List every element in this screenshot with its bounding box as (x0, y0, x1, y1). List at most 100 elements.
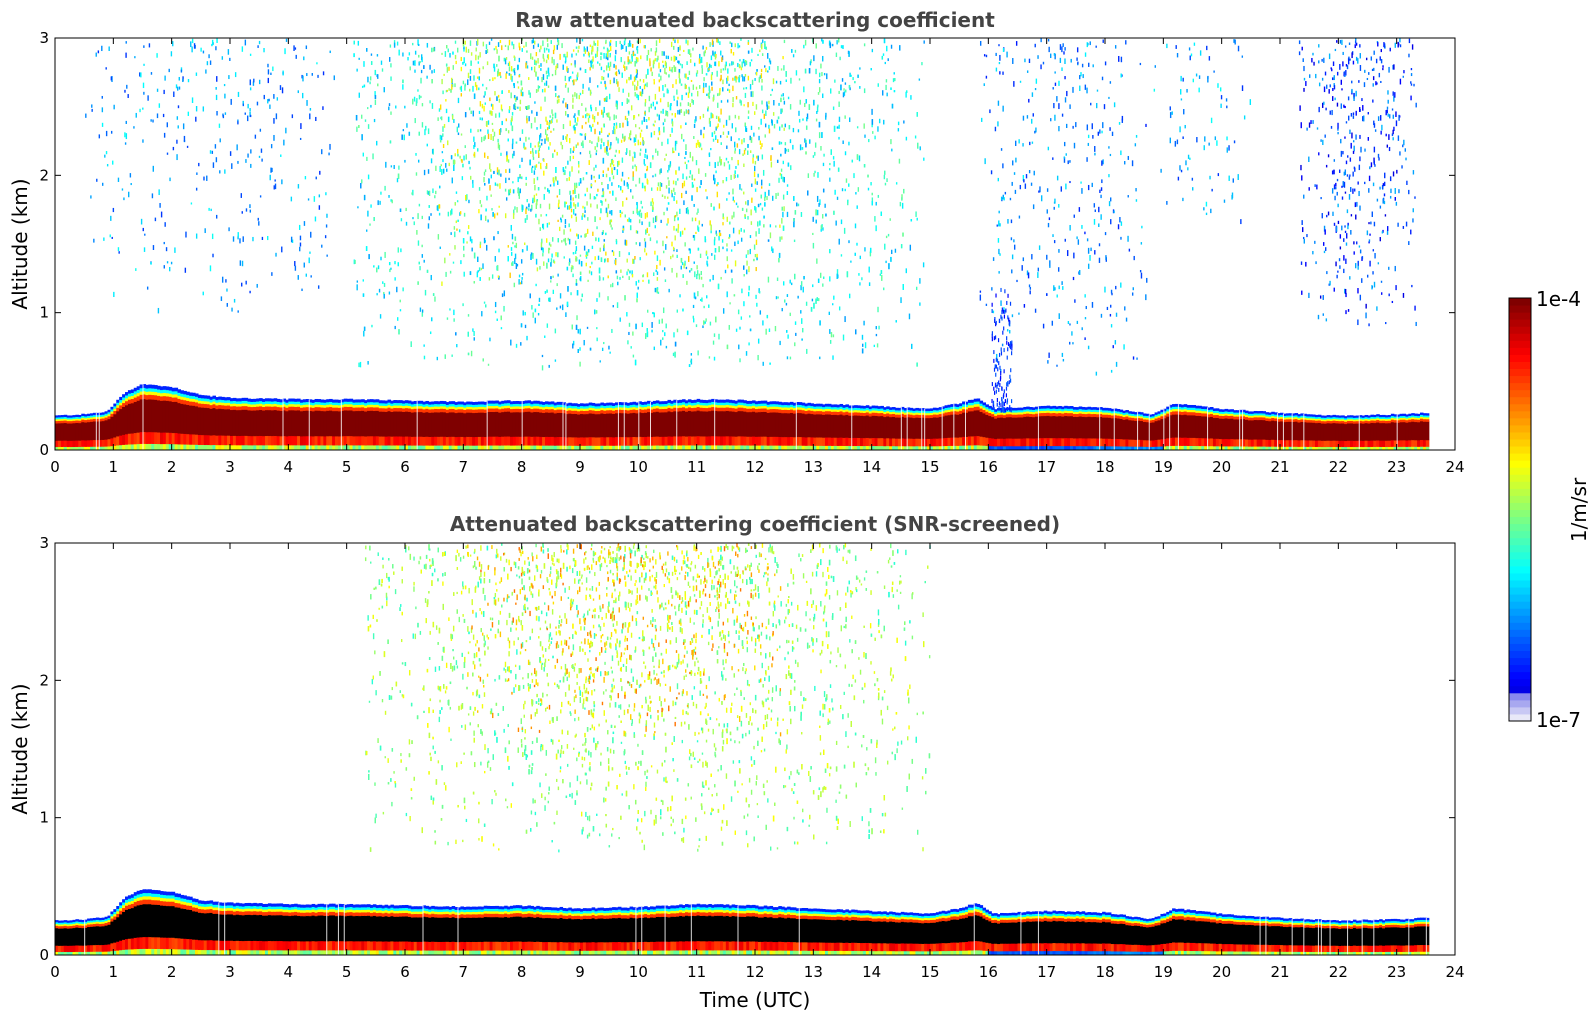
aerosol-pixel (142, 139, 144, 143)
aerosol-pixel (293, 45, 295, 51)
boundary-layer-cell (308, 399, 313, 403)
boundary-layer-cell (1180, 404, 1185, 408)
aerosol-pixel (730, 249, 733, 252)
aerosol-pixel (714, 51, 716, 55)
boundary-layer-cell (197, 403, 202, 408)
boundary-layer-cell (197, 400, 202, 404)
boundary-layer-cell (1332, 416, 1337, 419)
boundary-layer-cell (323, 399, 327, 403)
boundary-layer-cell (57, 440, 62, 448)
boundary-layer-cell (413, 408, 418, 413)
boundary-layer-cell (1215, 410, 1220, 413)
boundary-layer-cell (1037, 410, 1042, 414)
boundary-layer-cell (477, 436, 482, 446)
boundary-layer-cell (340, 444, 345, 451)
boundary-layer-cell (1396, 422, 1401, 441)
boundary-layer-cell (1198, 412, 1202, 417)
boundary-layer-cell (944, 407, 949, 411)
boundary-layer-cell (422, 445, 427, 451)
boundary-layer-cell (1055, 445, 1059, 451)
aerosol-pixel (883, 119, 885, 125)
boundary-layer-cell (384, 403, 389, 407)
boundary-layer-cell (825, 406, 829, 409)
boundary-layer-cell (256, 406, 260, 411)
aerosol-pixel (564, 219, 567, 225)
boundary-layer-cell (425, 403, 429, 407)
boundary-layer-cell (381, 402, 386, 406)
boundary-layer-cell (113, 413, 117, 438)
aerosol-pixel (96, 178, 98, 182)
aerosol-pixel (836, 269, 839, 275)
boundary-layer-cell (635, 404, 639, 408)
boundary-layer-cell (527, 405, 532, 409)
boundary-layer-cell (1064, 410, 1068, 413)
boundary-layer-cell (192, 433, 196, 445)
boundary-layer-cell (95, 418, 100, 422)
boundary-layer-cell (1247, 446, 1252, 451)
boundary-layer-cell (399, 436, 403, 446)
aerosol-pixel (699, 185, 701, 189)
boundary-layer-cell (317, 406, 322, 411)
boundary-layer-cell (186, 444, 190, 451)
boundary-layer-cell (311, 435, 316, 446)
boundary-layer-cell (387, 399, 392, 403)
boundary-layer-cell (483, 436, 488, 446)
boundary-layer-cell (696, 406, 701, 411)
boundary-layer-cell (687, 435, 692, 446)
boundary-layer-cell (781, 436, 785, 446)
aerosol-pixel (609, 116, 611, 121)
aerosol-pixel (211, 39, 214, 46)
boundary-layer-cell (1052, 412, 1057, 417)
aerosol-pixel (638, 219, 641, 224)
aerosol-pixel (710, 55, 713, 61)
boundary-layer-cell (1280, 446, 1284, 451)
boundary-layer-cell (1408, 446, 1412, 451)
boundary-layer-cell (1358, 422, 1363, 441)
aerosol-pixel (675, 180, 677, 186)
boundary-layer-cell (947, 414, 952, 438)
boundary-layer-cell (1035, 445, 1039, 451)
boundary-layer-cell (667, 404, 672, 408)
boundary-layer-cell (842, 445, 847, 451)
boundary-layer-cell (302, 406, 307, 411)
boundary-layer-cell (75, 422, 79, 441)
boundary-layer-cell (652, 408, 657, 413)
aerosol-pixel (162, 113, 165, 118)
boundary-layer-cell (206, 407, 211, 436)
boundary-layer-cell (101, 414, 106, 417)
boundary-layer-cell (1277, 416, 1281, 420)
aerosol-pixel (783, 100, 786, 105)
boundary-layer-cell (1014, 407, 1019, 411)
boundary-layer-cell (174, 443, 179, 451)
boundary-layer-cell (495, 400, 499, 404)
aerosol-pixel (212, 162, 215, 168)
boundary-layer-cell (1134, 417, 1138, 421)
boundary-layer-cell (437, 445, 441, 451)
boundary-layer-cell (110, 416, 114, 439)
boundary-layer-cell (323, 435, 327, 446)
boundary-layer-cell (206, 434, 211, 446)
boundary-layer-cell (195, 393, 199, 397)
boundary-layer-cell (1215, 445, 1220, 451)
boundary-layer-cell (1265, 412, 1269, 415)
boundary-layer-cell (997, 410, 1001, 413)
boundary-layer-cell (810, 410, 814, 415)
boundary-layer-cell (267, 400, 272, 404)
aerosol-pixel (245, 208, 248, 212)
boundary-layer-cell (162, 386, 167, 390)
boundary-layer-cell (1341, 418, 1345, 422)
boundary-layer-cell (1023, 413, 1027, 417)
boundary-layer-cell (900, 416, 905, 439)
boundary-layer-cell (623, 445, 628, 451)
boundary-layer-cell (238, 400, 243, 404)
boundary-layer-cell (282, 403, 287, 407)
boundary-layer-cell (110, 445, 114, 451)
boundary-layer-cell (320, 399, 324, 403)
boundary-layer-cell (180, 444, 184, 451)
aerosol-pixel (677, 178, 679, 181)
boundary-layer-cell (1268, 416, 1272, 419)
boundary-layer-cell (466, 408, 470, 413)
boundary-layer-cell (396, 411, 400, 437)
boundary-layer-cell (1055, 406, 1059, 410)
boundary-layer-cell (1297, 419, 1302, 423)
